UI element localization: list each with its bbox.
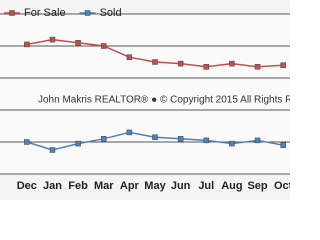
marker	[152, 59, 158, 65]
chart: John Makris REALTOR® ● © Copyright 2015 …	[0, 0, 290, 200]
annotation: John Makris REALTOR® ● © Copyright 2015 …	[38, 95, 290, 106]
marker	[49, 147, 56, 153]
marker	[203, 64, 210, 70]
x-tick-label: Dec	[17, 180, 37, 192]
marker	[229, 60, 235, 67]
marker	[24, 139, 30, 145]
marker	[126, 129, 133, 136]
marker	[152, 134, 158, 140]
legend-marker	[84, 10, 91, 16]
x-tick-label: Apr	[120, 180, 140, 192]
legend-label: For Sale	[24, 7, 66, 19]
marker	[75, 40, 81, 46]
marker	[75, 140, 81, 147]
x-tick-label: Jan	[43, 180, 62, 192]
x-tick-label: Aug	[221, 180, 242, 192]
marker	[280, 62, 286, 68]
marker	[24, 41, 30, 48]
marker	[280, 142, 286, 148]
legend-label: Sold	[100, 7, 122, 19]
marker	[126, 54, 133, 60]
x-tick-label: Sep	[247, 180, 267, 192]
marker	[100, 136, 107, 142]
marker	[229, 140, 235, 147]
marker	[49, 36, 56, 43]
marker	[203, 137, 210, 144]
marker	[100, 43, 107, 49]
x-tick-label: Mar	[94, 180, 114, 192]
marker	[254, 137, 261, 144]
page: John Makris REALTOR® ● © Copyright 2015 …	[0, 0, 290, 200]
x-tick-label: Feb	[68, 180, 88, 192]
x-tick-label: Jul	[198, 180, 214, 192]
marker	[177, 136, 184, 142]
x-tick-label: Jun	[171, 180, 191, 192]
x-tick-label: May	[144, 180, 166, 192]
legend-marker	[9, 10, 15, 16]
x-tick-label: Oct	[274, 180, 290, 192]
marker	[177, 60, 184, 67]
marker	[254, 64, 261, 70]
